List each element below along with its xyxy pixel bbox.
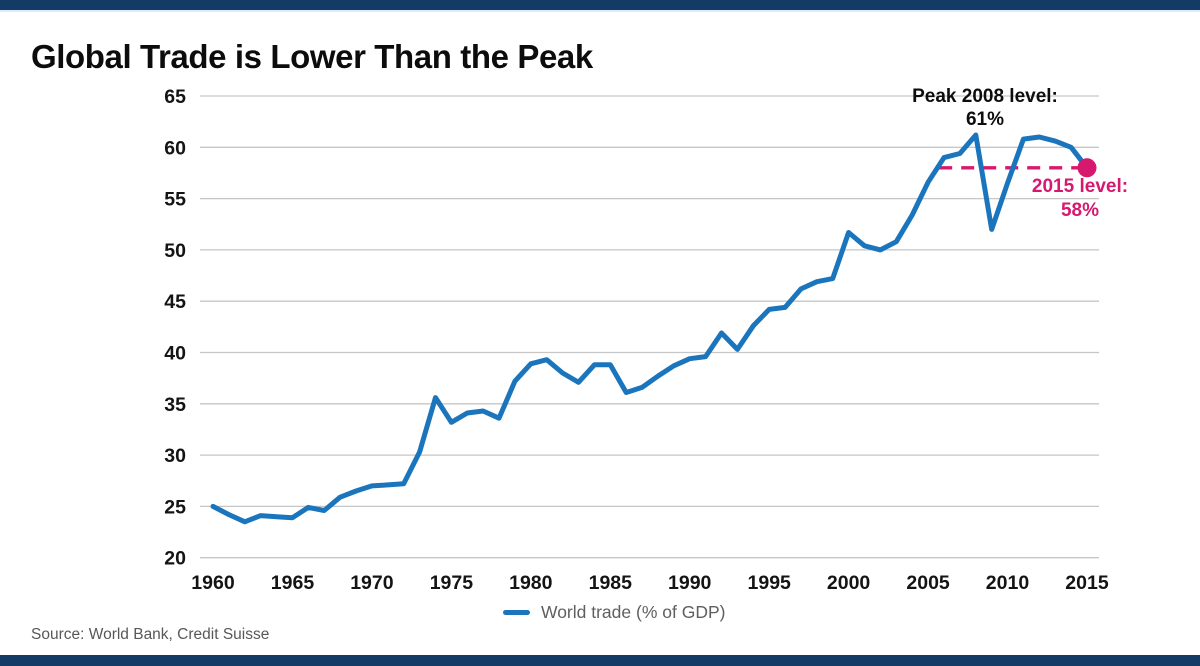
- y-tick-label-50: 50: [164, 240, 186, 262]
- y-tick-label-25: 25: [164, 496, 186, 518]
- y-tick-label-40: 40: [164, 343, 186, 365]
- legend-line-swatch: [503, 610, 530, 615]
- x-tick-label-2010: 2010: [986, 572, 1030, 594]
- x-tick-label-2005: 2005: [906, 572, 950, 594]
- y-tick-label-65: 65: [164, 86, 186, 108]
- endpoint-2015-dot: [1077, 158, 1097, 178]
- x-tick-label-1960: 1960: [191, 572, 235, 594]
- peak-annotation-value: 61%: [965, 109, 1005, 130]
- level-2015-annotation: 2015 level: 58%: [955, 175, 1200, 223]
- x-tick-label-2015: 2015: [1065, 572, 1109, 594]
- y-tick-label-30: 30: [164, 445, 186, 467]
- top-accent-bar: [0, 0, 1200, 12]
- x-tick-label-1995: 1995: [748, 572, 792, 594]
- y-tick-label-20: 20: [164, 548, 186, 570]
- chart-title: Global Trade is Lower Than the Peak: [31, 38, 593, 75]
- y-tick-label-60: 60: [164, 137, 186, 159]
- legend-label: World trade (% of GDP): [541, 602, 726, 622]
- legend: World trade (% of GDP): [503, 602, 725, 623]
- y-tick-label-45: 45: [164, 291, 186, 313]
- world-trade-line-series: [210, 132, 1090, 525]
- bottom-accent-bar: [0, 655, 1200, 666]
- peak-2008-annotation: Peak 2008 level: 61%: [860, 85, 1110, 131]
- x-tick-label-1980: 1980: [509, 572, 553, 594]
- x-tick-label-2000: 2000: [827, 572, 871, 594]
- x-tick-label-1990: 1990: [668, 572, 712, 594]
- x-tick-label-1985: 1985: [589, 572, 633, 594]
- source-note: Source: World Bank, Credit Suisse: [31, 626, 270, 643]
- x-tick-label-1970: 1970: [350, 572, 394, 594]
- y-tick-label-55: 55: [164, 189, 186, 211]
- peak-annotation-label: Peak 2008 level:: [912, 86, 1058, 107]
- level-2015-value: 58%: [1060, 200, 1100, 221]
- level-2015-label: 2015 level:: [1031, 176, 1129, 197]
- y-tick-label-35: 35: [164, 394, 186, 416]
- x-tick-label-1965: 1965: [271, 572, 315, 594]
- x-tick-label-1975: 1975: [430, 572, 474, 594]
